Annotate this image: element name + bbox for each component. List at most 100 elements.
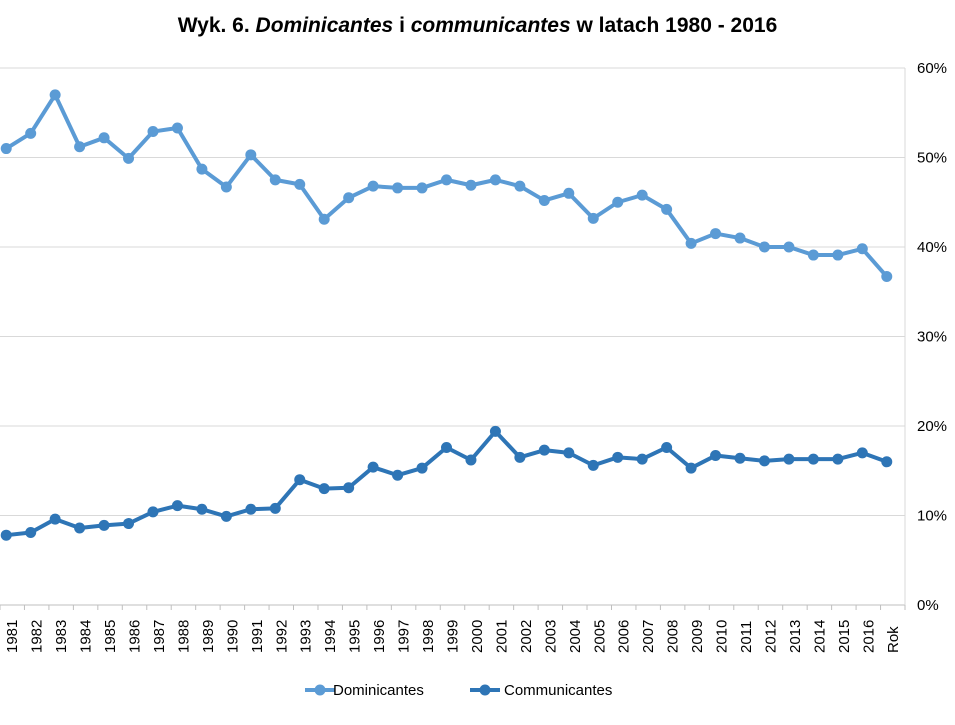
x-tick-label: 2016 <box>860 620 877 653</box>
data-point <box>147 126 159 138</box>
x-tick-label: 2006 <box>616 620 633 653</box>
data-point <box>734 452 746 464</box>
data-point <box>783 453 795 465</box>
data-point <box>856 243 868 255</box>
x-tick-label: 2015 <box>836 620 853 653</box>
x-tick-label: 1986 <box>127 620 144 653</box>
x-tick-label: 2014 <box>811 620 828 653</box>
data-point <box>25 127 37 139</box>
data-point <box>538 444 550 456</box>
data-point <box>294 474 306 486</box>
x-tick-label: 1999 <box>445 620 462 653</box>
data-point <box>74 141 86 153</box>
x-tick-label: 2002 <box>518 620 535 653</box>
x-tick-label: 1994 <box>322 620 339 653</box>
data-point <box>538 194 550 206</box>
data-point <box>661 203 673 215</box>
x-tick-label: Rok <box>885 626 902 653</box>
data-point <box>856 447 868 459</box>
data-point <box>220 510 232 522</box>
x-tick-label: 1990 <box>224 620 241 653</box>
data-point <box>710 228 722 240</box>
data-point <box>441 174 452 186</box>
data-point <box>367 180 379 192</box>
data-point <box>685 237 697 249</box>
data-point <box>269 174 281 186</box>
x-tick-label: 2000 <box>469 620 486 653</box>
series-line-dominicantes <box>4 92 889 279</box>
data-point <box>98 519 110 531</box>
x-tick-label: 1996 <box>371 620 388 653</box>
x-tick-label: 2013 <box>787 620 804 653</box>
x-tick-label: 2001 <box>493 620 510 653</box>
data-point <box>465 179 477 191</box>
data-point <box>0 143 12 155</box>
x-tick-label: 1997 <box>396 620 413 653</box>
data-point <box>612 451 624 463</box>
x-tick-label: 1995 <box>347 620 364 653</box>
data-point <box>734 232 746 244</box>
data-point <box>0 529 12 541</box>
x-tick-label: 1988 <box>175 620 192 653</box>
data-point <box>171 122 183 134</box>
y-tick-label: 30% <box>917 329 947 346</box>
data-point <box>245 503 257 515</box>
x-tick-label: 1992 <box>273 620 290 653</box>
data-point <box>563 447 575 459</box>
chart-title-part: i <box>393 14 411 37</box>
data-point <box>514 180 526 192</box>
data-point <box>563 187 575 199</box>
data-point <box>49 513 61 525</box>
data-point <box>514 451 526 463</box>
y-tick-label: 0% <box>917 597 939 614</box>
data-point <box>25 527 37 539</box>
data-point <box>392 182 404 194</box>
data-point <box>612 196 624 208</box>
data-point <box>123 152 135 164</box>
data-point <box>832 453 844 465</box>
chart-title-part: communicantes <box>410 14 571 37</box>
data-point <box>661 441 673 453</box>
x-tick-label: 2005 <box>591 620 608 653</box>
x-tick-label: 1998 <box>420 620 437 653</box>
data-point <box>489 174 501 186</box>
data-point <box>441 441 452 453</box>
y-tick-label: 50% <box>917 150 947 167</box>
data-point <box>758 455 770 467</box>
chart-title-part: Wyk. 6. <box>177 14 256 37</box>
data-point <box>416 462 428 474</box>
data-point <box>465 454 477 466</box>
data-point <box>196 503 208 515</box>
data-point <box>294 178 306 190</box>
x-tick-label: 1993 <box>298 620 315 653</box>
data-point <box>343 482 355 494</box>
data-point <box>318 483 330 495</box>
data-point <box>710 450 722 462</box>
data-point <box>220 181 232 193</box>
data-point <box>245 149 257 161</box>
x-tick-label: 1983 <box>53 620 70 653</box>
legend-marker <box>314 684 326 696</box>
y-tick-label: 40% <box>917 239 947 256</box>
x-tick-label: 1982 <box>29 620 46 653</box>
data-point <box>807 453 819 465</box>
chart-title-part: Dominicantes <box>255 14 394 37</box>
x-tick-label: 1984 <box>78 620 95 653</box>
data-point <box>171 500 183 512</box>
data-point <box>269 502 281 514</box>
data-point <box>74 522 86 534</box>
data-point <box>636 453 648 465</box>
data-point <box>807 249 819 261</box>
data-point <box>587 212 599 224</box>
x-tick-label: 1991 <box>249 620 266 653</box>
data-point <box>367 461 379 473</box>
data-point <box>636 189 648 201</box>
x-tick-label: 2007 <box>640 620 657 653</box>
legend-label: Communicantes <box>504 682 612 699</box>
data-point <box>416 182 428 194</box>
data-point <box>587 459 599 471</box>
x-tick-label: 1989 <box>200 620 217 653</box>
data-point <box>343 192 355 204</box>
y-tick-label: 10% <box>917 508 947 525</box>
